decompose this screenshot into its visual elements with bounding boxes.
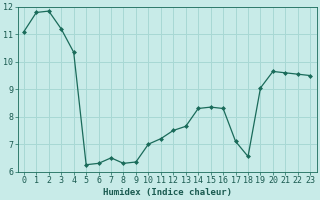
X-axis label: Humidex (Indice chaleur): Humidex (Indice chaleur) <box>103 188 232 197</box>
